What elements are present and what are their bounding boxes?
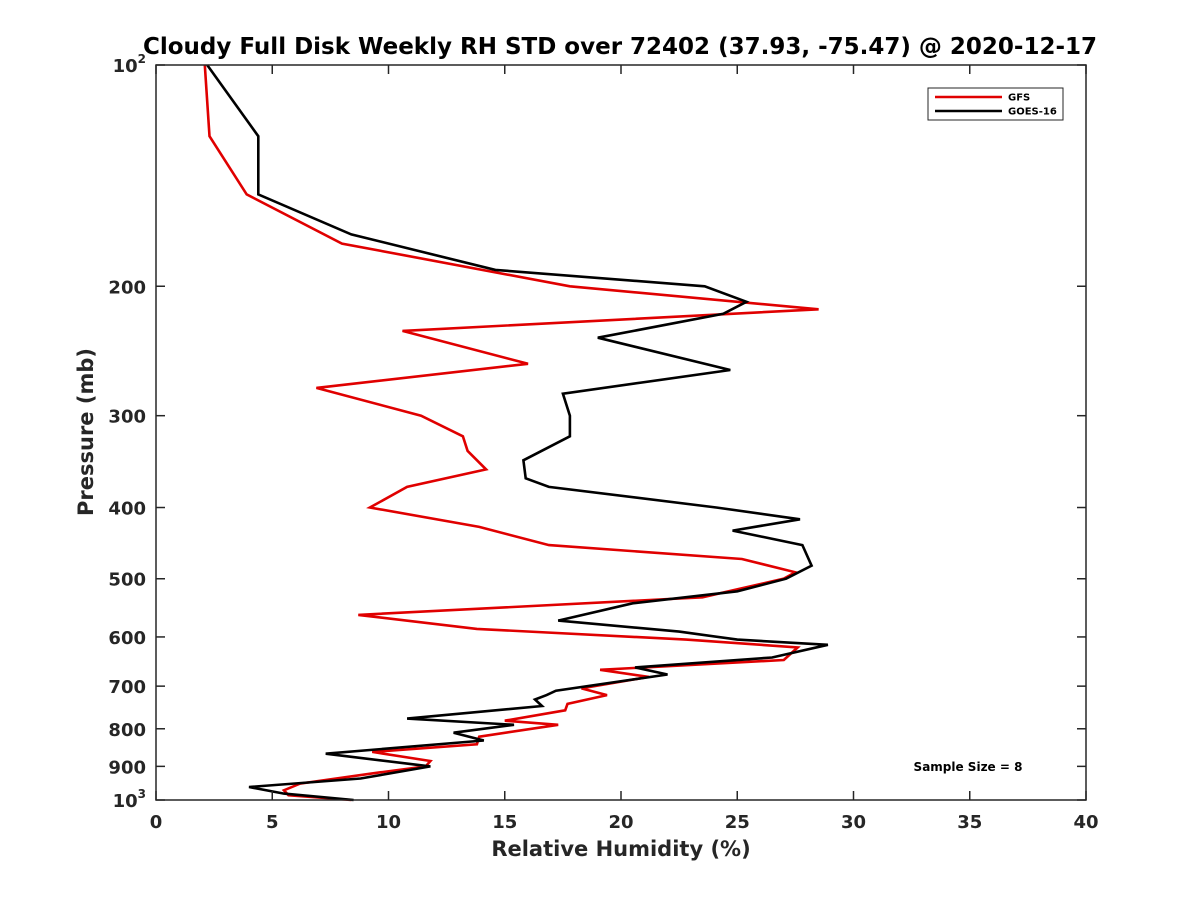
x-tick-label: 0 bbox=[150, 812, 163, 833]
x-axis: 0 5 10 15 20 25 30 35 40 bbox=[150, 65, 1099, 833]
x-tick-label: 25 bbox=[725, 812, 750, 833]
y-axis: 102 200 300 400 500 600 700 800 900 103 bbox=[108, 52, 1086, 812]
series-line-goes-16 bbox=[206, 64, 829, 802]
y-tick-label: 800 bbox=[108, 720, 146, 741]
legend: GFS GOES-16 bbox=[927, 87, 1064, 121]
series-line-gfs bbox=[203, 64, 819, 802]
sample-size-annotation: Sample Size = 8 bbox=[914, 760, 1023, 774]
y-tick-label: 200 bbox=[108, 277, 146, 298]
legend-label-gfs: GFS bbox=[1008, 93, 1030, 104]
x-tick-label: 35 bbox=[957, 812, 982, 833]
y-tick-label: 900 bbox=[108, 757, 146, 778]
x-tick-label: 5 bbox=[266, 812, 279, 833]
plot-area-frame bbox=[155, 64, 1087, 801]
legend-label-goes-16: GOES-16 bbox=[1008, 107, 1057, 118]
y-axis-label: Pressure (mb) bbox=[74, 348, 98, 516]
series-layer bbox=[203, 64, 829, 802]
x-tick-label: 30 bbox=[841, 812, 866, 833]
x-tick-label: 15 bbox=[492, 812, 517, 833]
y-tick-label: 102 bbox=[113, 52, 146, 77]
x-tick-label: 20 bbox=[608, 812, 633, 833]
chart-title: Cloudy Full Disk Weekly RH STD over 7240… bbox=[143, 34, 1097, 60]
y-tick-label: 103 bbox=[113, 787, 146, 812]
legend-box bbox=[927, 87, 1064, 121]
y-tick-label: 700 bbox=[108, 677, 146, 698]
x-tick-label: 40 bbox=[1073, 812, 1098, 833]
y-tick-label: 400 bbox=[108, 499, 146, 520]
y-tick-label: 600 bbox=[108, 628, 146, 649]
y-tick-label: 500 bbox=[108, 570, 146, 591]
x-axis-label: Relative Humidity (%) bbox=[491, 837, 750, 861]
x-tick-label: 10 bbox=[376, 812, 401, 833]
y-tick-label: 300 bbox=[108, 407, 146, 428]
